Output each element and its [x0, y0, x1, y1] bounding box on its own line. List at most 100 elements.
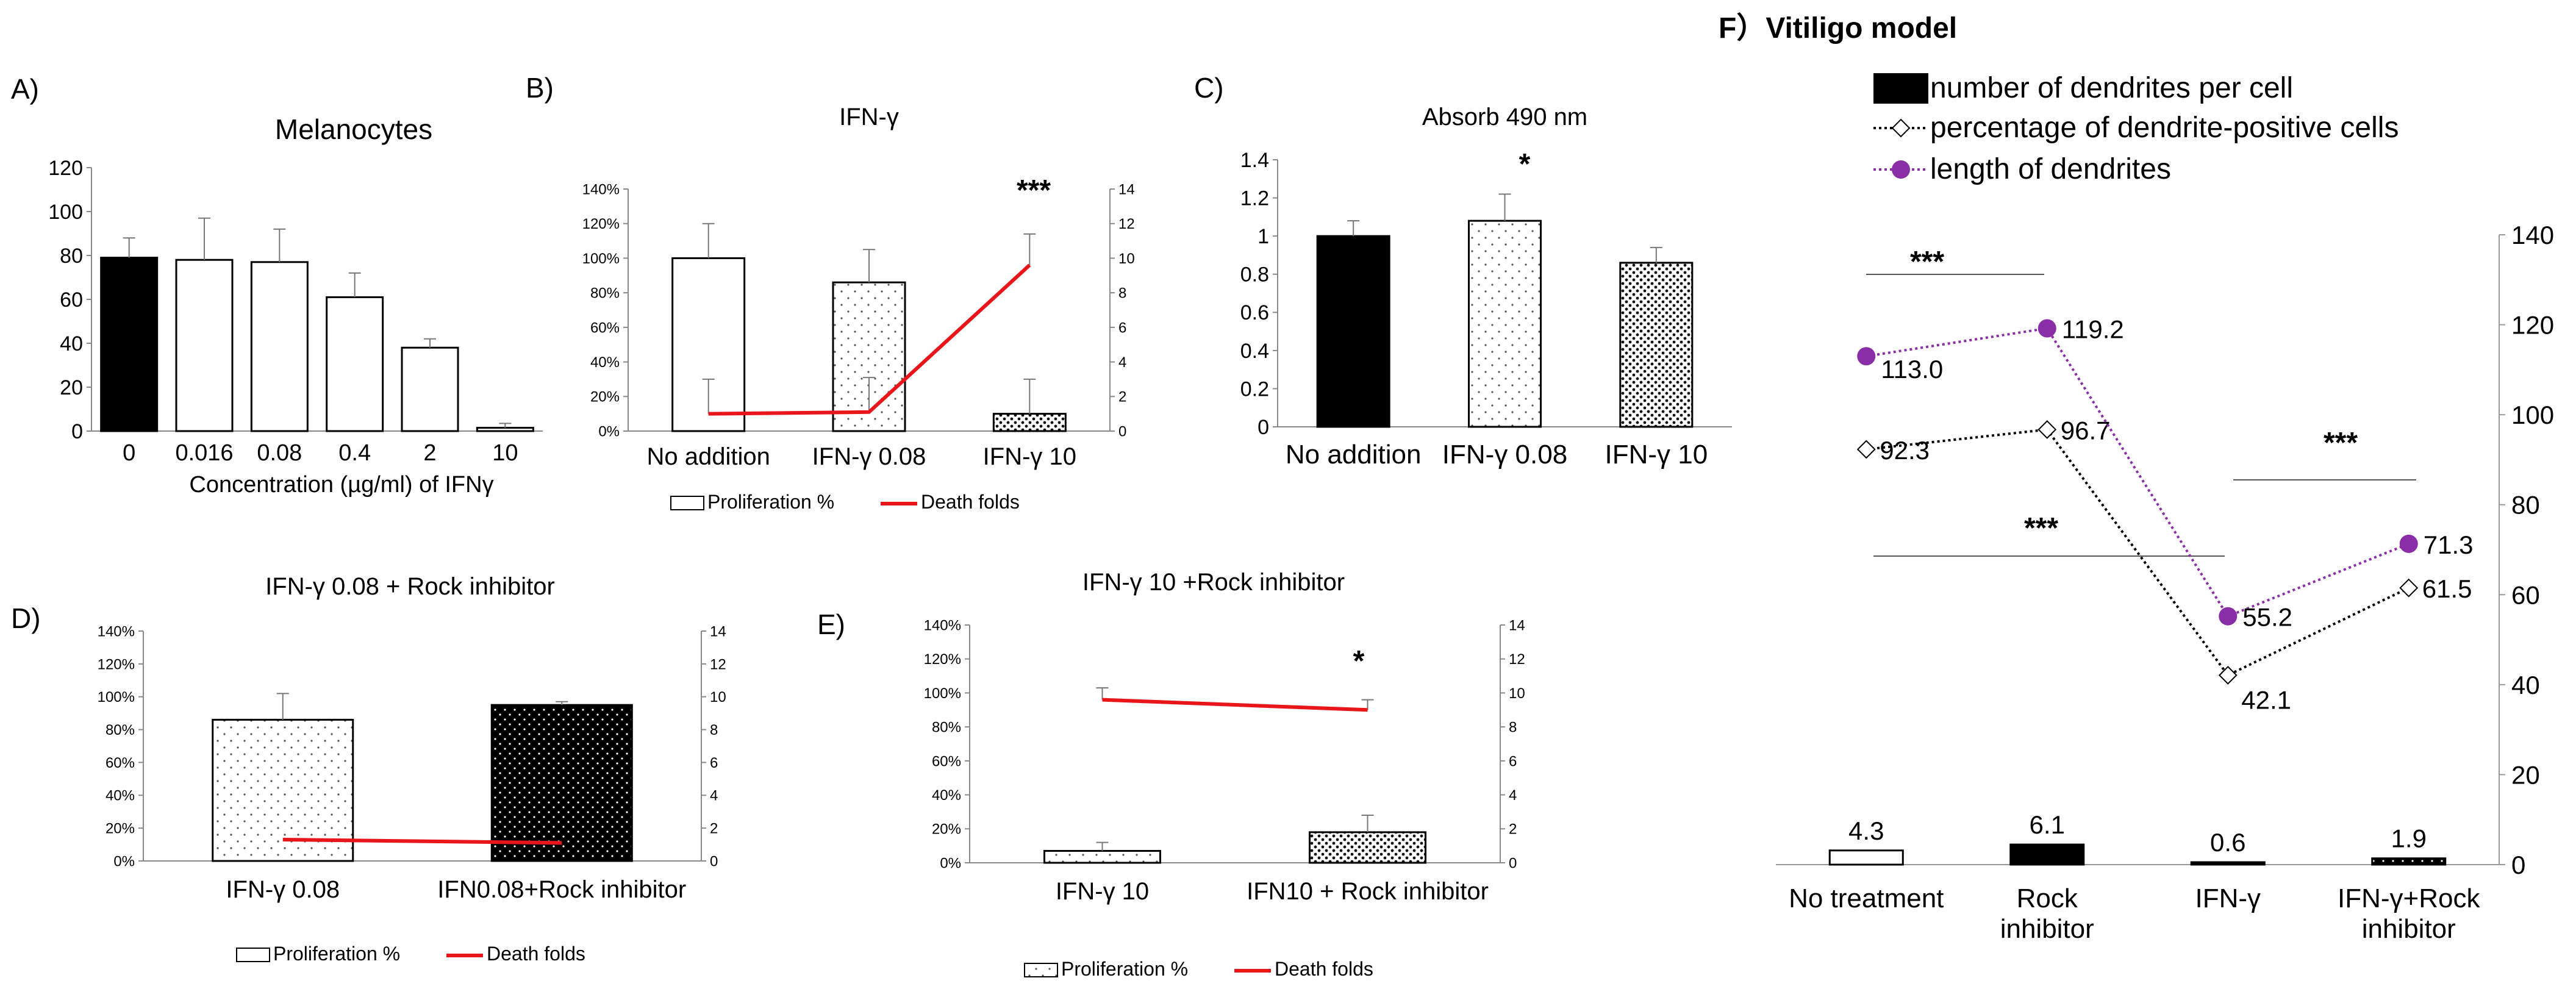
chart-f-legend-label-percentage: percentage of dendrite-positive cells [1930, 112, 2399, 144]
chart-f-dendrite-count-bar [2009, 843, 2085, 866]
chart-b-x-tick-label: IFN-γ 0.08 [812, 443, 926, 470]
chart-f-percentage-label: 61.5 [2422, 574, 2472, 603]
chart-e-y2-tick-label: 6 [1509, 753, 1517, 769]
chart-f-percentage-marker [2218, 665, 2238, 685]
panel-label-e: E) [817, 609, 845, 640]
chart-d-legend-swatch-bar [236, 948, 270, 962]
chart-d-title: IFN-γ 0.08 + Rock inhibitor [265, 573, 555, 600]
chart-d-x-tick-label: IFN-γ 0.08 [226, 876, 340, 903]
chart-f-dendrite-count-label: 1.9 [2391, 824, 2427, 853]
chart-a-x-tick-label: 0.4 [338, 440, 371, 466]
chart-b-y-tick-label: 140% [582, 181, 620, 198]
chart-f-percentage-label: 42.1 [2241, 685, 2291, 714]
chart-a-y-tick-label: 20 [60, 376, 83, 399]
chart-a-x-axis-label: Concentration (µg/ml) of IFNγ [189, 472, 493, 498]
chart-f-y-tick-label: 120 [2511, 311, 2554, 340]
chart-a-y-tick-label: 80 [60, 245, 83, 268]
panel-label-f: F）Vitiligo model [1719, 12, 1957, 45]
chart-f-percentage-marker [2038, 420, 2057, 439]
chart-f-legend-marker-percentage [1891, 118, 1911, 138]
chart-f-legend-label-length: length of dendrites [1930, 153, 2171, 185]
chart-f-length-marker [2038, 319, 2056, 338]
chart-b-x-tick-label: No addition [646, 443, 770, 470]
chart-f-percentage-label: 92.3 [1880, 436, 1930, 465]
chart-f-length-line [1866, 327, 2410, 618]
chart-d-y-tick-label: 0% [113, 853, 135, 869]
chart-d-bar [490, 704, 633, 862]
chart-d-y2-tick-label: 0 [710, 853, 718, 869]
chart-c-bar [1619, 262, 1694, 428]
chart-d-legend-label-line: Death folds [487, 943, 585, 965]
chart-f-dendrite-count-bar [1828, 849, 1904, 866]
chart-d-y2-tick-label: 8 [710, 722, 718, 738]
chart-f-x-tick-label: IFN-γ+Rock [2338, 884, 2480, 913]
chart-b-x-tick-label: IFN-γ 10 [983, 443, 1076, 470]
chart-f-length-label: 71.3 [2424, 530, 2474, 559]
chart-b-y2-tick-label: 8 [1118, 285, 1126, 302]
chart-f-legend-swatch-bars [1873, 73, 1928, 104]
chart-e-y2-tick-label: 0 [1509, 855, 1517, 871]
chart-a-bar [250, 261, 309, 432]
chart-d-y-tick-label: 20% [106, 821, 135, 837]
chart-c-y-tick-label: 1.2 [1240, 187, 1269, 210]
chart-d-y-tick-label: 140% [98, 623, 135, 640]
significance-stars-f-top: *** [1910, 246, 1944, 278]
chart-f-x-tick-label: Rock [2017, 884, 2078, 913]
chart-b-y2-tick-label: 6 [1118, 320, 1126, 336]
chart-b-y-tick-label: 80% [590, 285, 620, 302]
chart-d-x-tick-label: IFN0.08+Rock inhibitor [437, 876, 686, 903]
chart-d-y2-tick-label: 2 [710, 821, 718, 837]
chart-f-length-marker [1857, 347, 1876, 366]
chart-e-y-tick-label: 120% [924, 651, 961, 668]
chart-a-bar [401, 346, 459, 432]
chart-c-title: Absorb 490 nm [1422, 104, 1587, 130]
chart-e-y2-tick-label: 2 [1509, 821, 1517, 838]
chart-e-legend-label-bar: Proliferation % [1061, 958, 1188, 980]
chart-b-bar [992, 413, 1067, 432]
chart-c-y-tick-label: 0.2 [1240, 377, 1269, 401]
chart-d-legend-label-bar: Proliferation % [273, 943, 400, 965]
chart-e-title: IFN-γ 10 +Rock inhibitor [1082, 569, 1345, 596]
chart-d-y-tick-label: 100% [98, 689, 135, 705]
chart-d-y-tick-label: 120% [98, 656, 135, 673]
chart-c-x-tick-label: IFN-γ 10 [1605, 440, 1708, 470]
chart-f-y-tick-label: 140 [2511, 221, 2554, 249]
chart-b-y2-tick-label: 2 [1118, 389, 1126, 405]
significance-stars-b: *** [1017, 174, 1051, 207]
chart-d-y-tick-label: 40% [106, 788, 135, 804]
chart-c-y-tick-label: 1.4 [1240, 149, 1269, 172]
chart-f-y-tick-label: 20 [2511, 760, 2540, 789]
chart-f-x-tick-label: inhibitor [2362, 914, 2456, 944]
chart-d-y-tick-label: 60% [106, 755, 135, 771]
chart-e-y2-tick-label: 10 [1509, 685, 1525, 702]
chart-b-death-folds-line [708, 263, 1031, 416]
chart-c-bar [1468, 220, 1542, 428]
chart-f-length-label: 113.0 [1881, 355, 1943, 384]
chart-a-bar [476, 427, 534, 432]
chart-f-y-tick-label: 0 [2511, 851, 2525, 879]
chart-f-y-tick-label: 100 [2511, 401, 2554, 429]
chart-f-dendrite-count-label: 4.3 [1848, 816, 1884, 845]
chart-e-x-tick-label: IFN-γ 10 [1056, 878, 1149, 905]
chart-e-y2-tick-label: 14 [1509, 617, 1525, 634]
chart-f-y-tick-label: 80 [2511, 491, 2540, 519]
chart-e-legend-swatch-bar [1024, 963, 1058, 977]
chart-a-y-tick-label: 120 [48, 157, 83, 180]
chart-b-y-tick-label: 100% [582, 251, 620, 267]
chart-a-x-tick-label: 2 [423, 440, 436, 466]
chart-b-legend-label-line: Death folds [921, 491, 1020, 513]
panel-label-c: C) [1194, 72, 1224, 104]
chart-e-x-tick-label: IFN10 + Rock inhibitor [1247, 878, 1489, 905]
chart-b-title: IFN-γ [839, 104, 899, 130]
chart-a-bar [100, 257, 159, 432]
chart-e-bar [1043, 850, 1161, 864]
chart-c-bar [1316, 235, 1390, 428]
chart-d-y-tick-label: 80% [106, 722, 135, 738]
chart-f-x-tick-label: inhibitor [2000, 914, 2094, 944]
chart-e-legend-label-line: Death folds [1275, 958, 1373, 980]
chart-f-dendrite-count-bar [2371, 857, 2447, 866]
chart-b-y-tick-label: 20% [590, 389, 620, 405]
chart-c-y-tick-label: 1 [1258, 225, 1269, 248]
